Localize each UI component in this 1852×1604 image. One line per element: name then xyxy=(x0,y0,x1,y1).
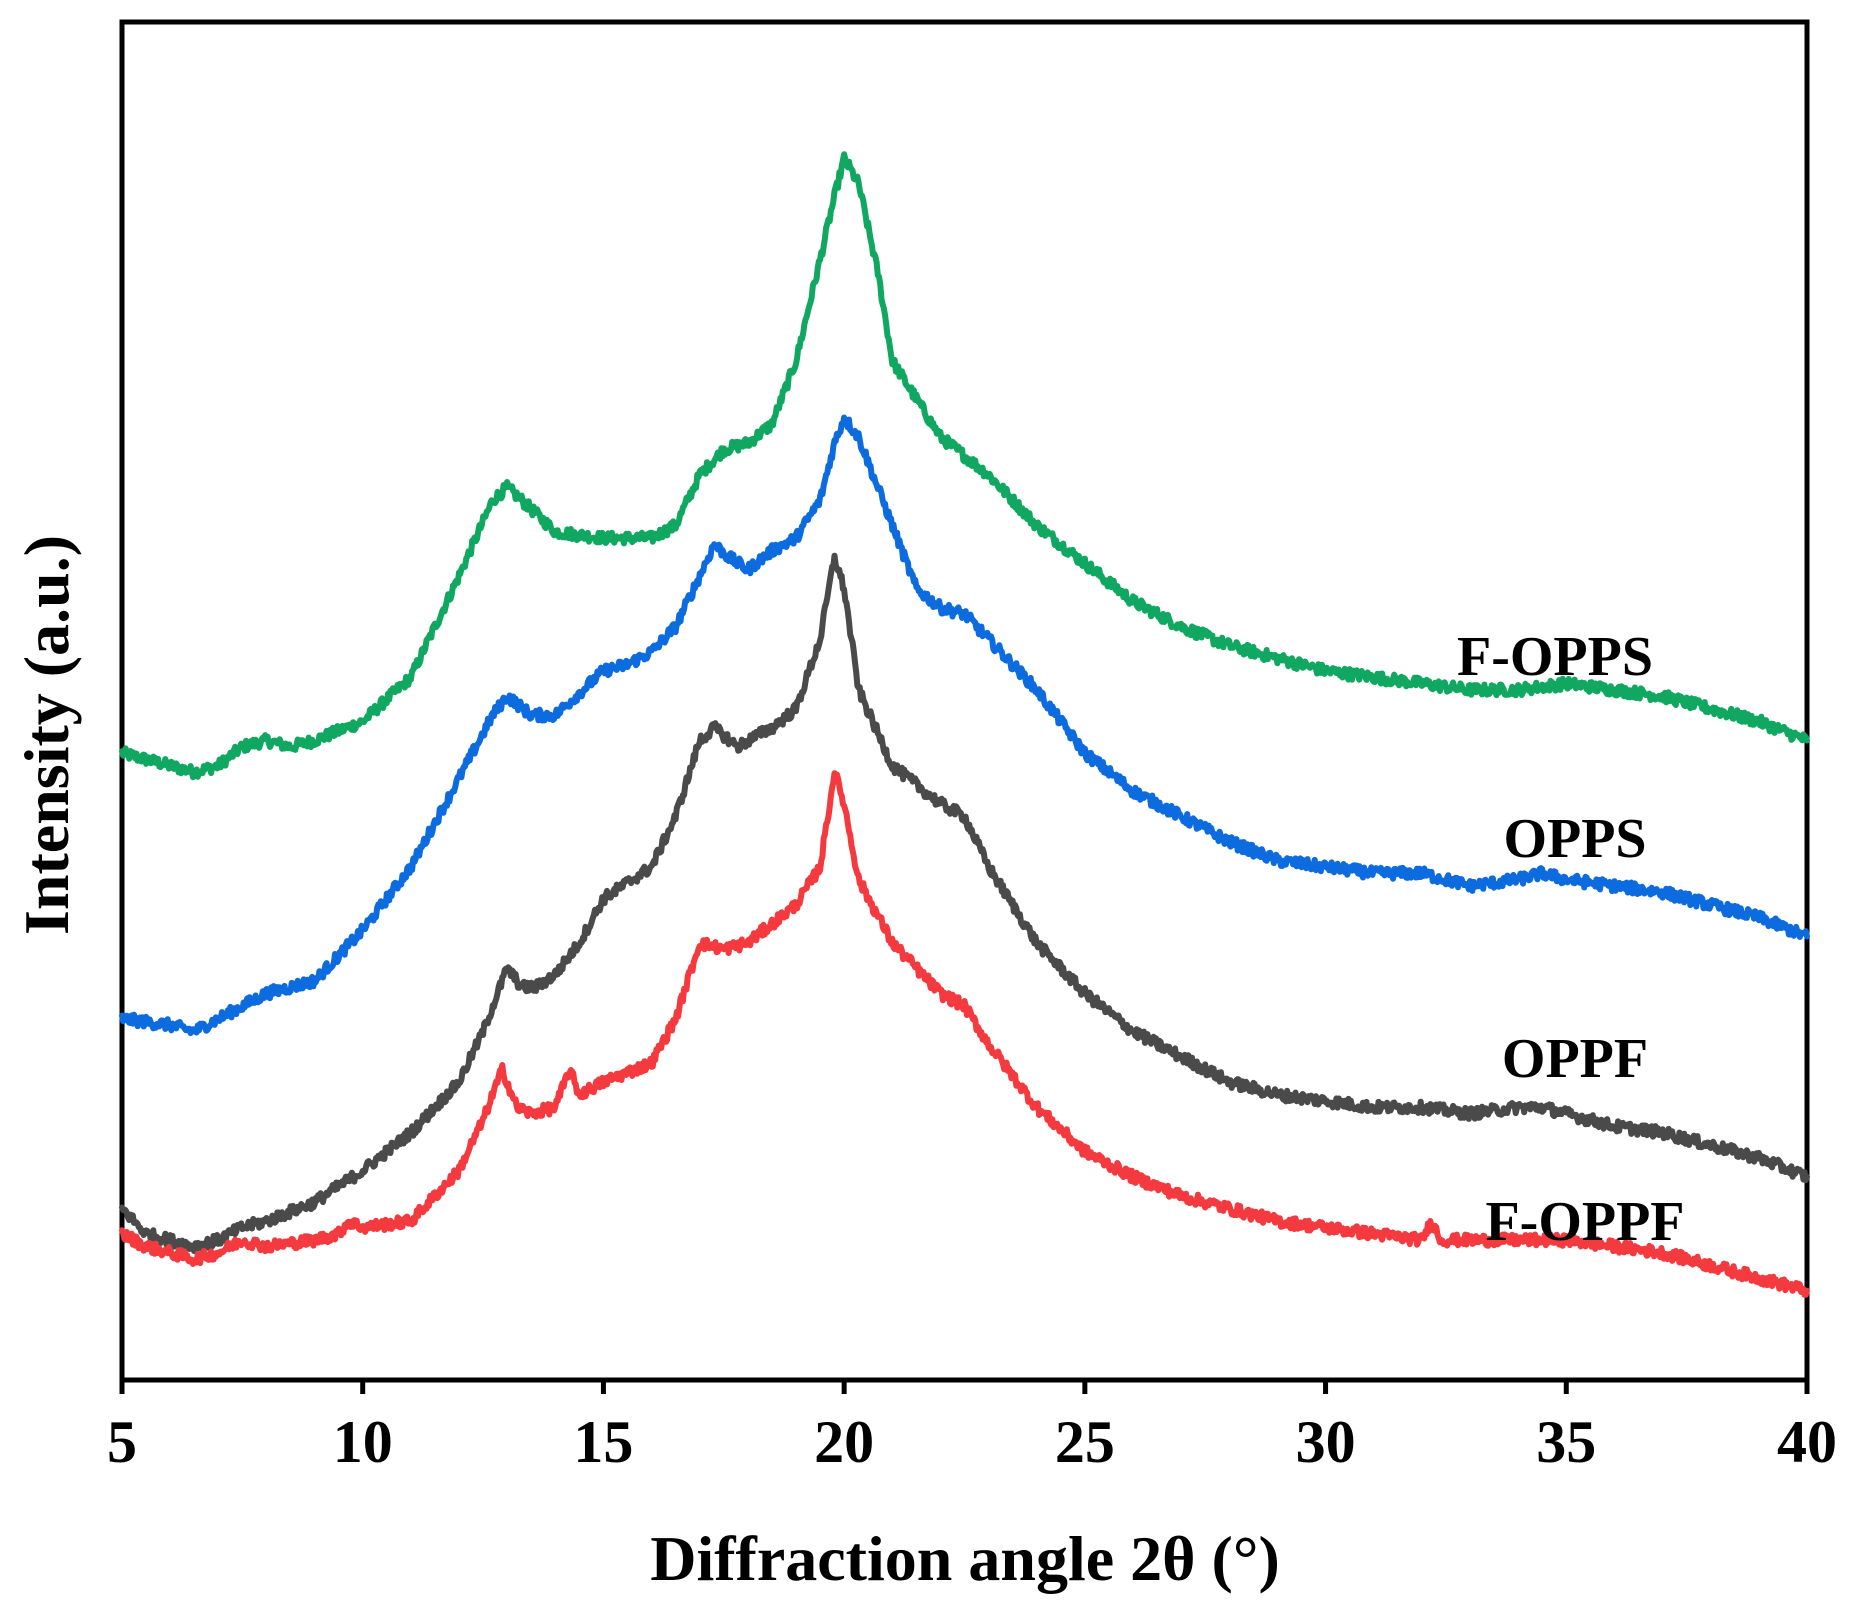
x-tick-label: 10 xyxy=(333,1409,393,1475)
series-line-f-oppf xyxy=(119,770,1810,1298)
label-opps: OPPS xyxy=(1503,808,1646,870)
x-axis-title: Diffraction angle 2θ (°) xyxy=(650,1523,1280,1594)
plot-frame xyxy=(119,19,1810,1383)
x-tick-label: 30 xyxy=(1296,1409,1356,1475)
series-line-oppf xyxy=(119,552,1810,1255)
series-group xyxy=(119,151,1810,1298)
y-axis-title: Intensity (a.u.) xyxy=(11,535,82,935)
x-tick-label: 25 xyxy=(1055,1409,1115,1475)
x-axis-ticks: 5 10 15 20 25 30 35 40 xyxy=(107,1380,1837,1475)
label-f-opps: F-OPPS xyxy=(1457,626,1653,688)
series-line-f-opps xyxy=(119,151,1810,781)
x-tick-label: 40 xyxy=(1777,1409,1837,1475)
x-tick-label: 5 xyxy=(107,1409,137,1475)
x-tick-label: 35 xyxy=(1536,1409,1596,1475)
x-tick-label: 20 xyxy=(814,1409,874,1475)
series-line-opps xyxy=(119,414,1810,1037)
series-labels: F-OPPS OPPS OPPF F-OPPF xyxy=(1457,626,1685,1253)
label-f-oppf: F-OPPF xyxy=(1485,1191,1684,1253)
x-tick-label: 15 xyxy=(573,1409,633,1475)
label-oppf: OPPF xyxy=(1502,1028,1648,1090)
